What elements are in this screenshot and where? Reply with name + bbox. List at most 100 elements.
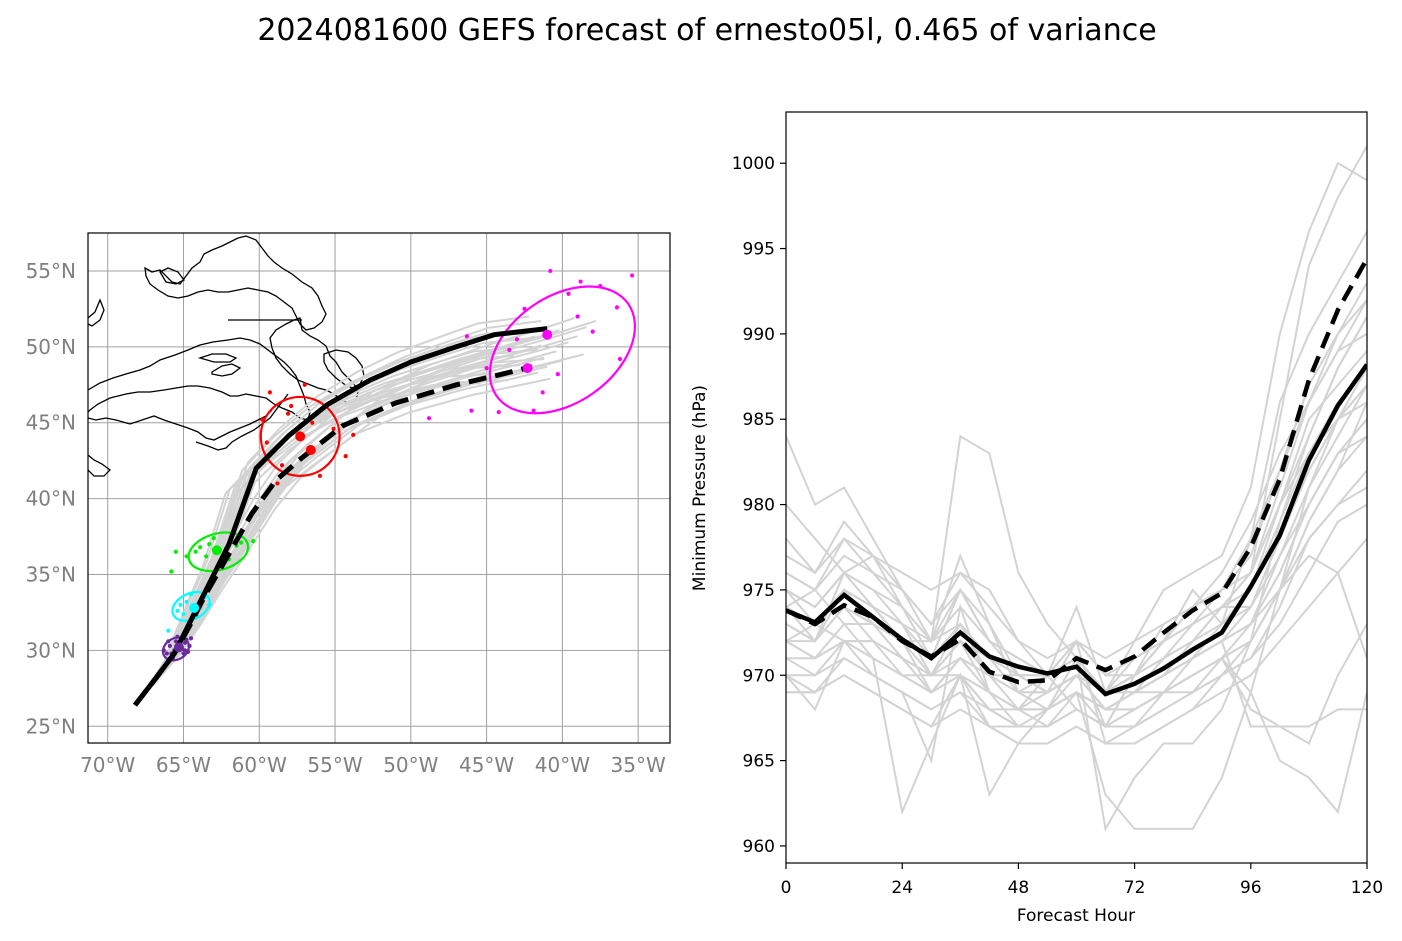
member-position-point [575, 314, 580, 319]
map-x-tick-label: 55°W [307, 753, 362, 777]
member-position-point [288, 403, 294, 409]
member-pressure-line [786, 538, 1367, 745]
intensity-ticks: 0 24 48 72 96 120 960 965 970 975 980 985 990 995 1000 [732, 154, 1383, 898]
member-position-point [514, 337, 520, 342]
member-position-point [251, 539, 256, 544]
spread-ellipse-24h [161, 636, 190, 662]
spread-ellipse-96h [259, 395, 341, 477]
member-position-point [331, 426, 336, 431]
member-position-point [193, 549, 198, 554]
member-track [134, 332, 518, 706]
map-y-tick-label: 30°N [26, 638, 76, 662]
member-position-point [182, 640, 188, 645]
map-x-tick-label: 70°W [80, 753, 135, 777]
spread-ellipses [161, 285, 637, 662]
map-y-tick-label: 45°N [26, 411, 76, 435]
member-position-point [496, 410, 501, 415]
member-position-point [302, 382, 307, 387]
member-position-point [175, 608, 180, 614]
member-position-point [630, 273, 635, 278]
mean-position-marker [522, 363, 533, 374]
member-position-point [566, 291, 571, 296]
x-tick-label: 48 [1008, 878, 1030, 898]
spread-ellipse-120h [488, 285, 637, 415]
member-pressure-line [786, 316, 1367, 711]
member-position-point [317, 473, 322, 478]
member-position-point [279, 463, 285, 468]
y-tick-label: 970 [743, 666, 775, 686]
member-pressure-line [786, 161, 1367, 695]
member-position-point [178, 602, 183, 607]
map-y-tick-label: 55°N [26, 259, 76, 283]
mean-track-dashed [133, 364, 533, 707]
member-pressure-line [786, 435, 1367, 711]
member-position-point [464, 334, 470, 339]
y-tick-label: 975 [743, 581, 775, 601]
map-y-tick-label: 40°N [26, 487, 76, 511]
member-position-point [211, 535, 216, 541]
map-x-tick-label: 50°W [383, 753, 438, 777]
member-position-point [426, 416, 432, 421]
member-position-point [351, 432, 356, 437]
map-tick-labels: 70°W 65°W 60°W 55°W 50°W 45°W 40°W 35°W 25°N 30°N… [26, 259, 666, 777]
y-tick-label: 960 [743, 837, 775, 857]
member-position-point [578, 279, 583, 284]
x-tick-label: 0 [781, 878, 792, 898]
member-position-point [617, 356, 623, 362]
member-position-point [614, 305, 620, 310]
mean-pressure-line-dashed [786, 257, 1367, 685]
track-map-panel: 70°W 65°W 60°W 55°W 50°W 45°W 40°W 35°W 25°N 30°N… [26, 232, 671, 777]
x-tick-label: 72 [1124, 878, 1146, 898]
member-position-point [540, 390, 545, 395]
member-position-point [184, 599, 189, 604]
member-pressure-line [786, 282, 1367, 711]
map-gridlines [88, 233, 670, 743]
intensity-axes-frame [785, 111, 1368, 864]
mean-position-marker [305, 445, 316, 456]
member-position-point [507, 347, 512, 352]
member-position-point [548, 268, 553, 274]
spread-ellipse-72h [187, 531, 250, 573]
member-position-point [275, 481, 280, 486]
member-pressure-line [786, 623, 1367, 745]
member-track [134, 320, 597, 706]
member-pressure-line [786, 401, 1367, 694]
x-tick-label: 120 [1351, 878, 1383, 898]
x-tick-label: 96 [1240, 878, 1262, 898]
map-x-tick-label: 40°W [535, 753, 590, 777]
figure-title: 2024081600 GEFS forecast of ernesto05l, … [257, 13, 1156, 48]
y-tick-label: 995 [743, 240, 775, 260]
member-position-point [204, 554, 209, 559]
mean-position-marker [189, 602, 200, 613]
member-position-point [267, 390, 272, 395]
member-position-point [531, 408, 536, 413]
member-position-point [238, 540, 244, 545]
track-lines [134, 315, 597, 706]
map-x-tick-label: 45°W [459, 753, 514, 777]
mean-tracks [133, 326, 553, 707]
y-tick-label: 985 [743, 410, 775, 430]
member-position-point [188, 636, 194, 641]
member-track [134, 364, 502, 706]
member-position-point [166, 628, 171, 633]
member-position-point [590, 329, 595, 334]
member-position-point [343, 454, 348, 459]
mean-position-marker [211, 545, 222, 556]
mean-position-marker [295, 431, 306, 442]
map-axes-frame [87, 232, 671, 744]
map-x-tick-label: 35°W [611, 753, 666, 777]
y-tick-label: 965 [743, 752, 775, 772]
y-tick-label: 1000 [732, 154, 775, 174]
map-x-tick-label: 60°W [232, 753, 287, 777]
member-position-point [469, 408, 474, 413]
x-tick-label: 24 [891, 878, 913, 898]
member-position-point [173, 639, 179, 644]
member-positions [161, 268, 635, 661]
member-position-point [173, 549, 179, 554]
member-position-point [169, 569, 174, 574]
y-axis-label: Minimum Pressure (hPa) [690, 385, 710, 591]
member-pressure-line [786, 554, 1367, 711]
member-track [134, 382, 481, 706]
map-y-tick-label: 25°N [26, 714, 76, 738]
member-pressure-line [786, 588, 1367, 728]
